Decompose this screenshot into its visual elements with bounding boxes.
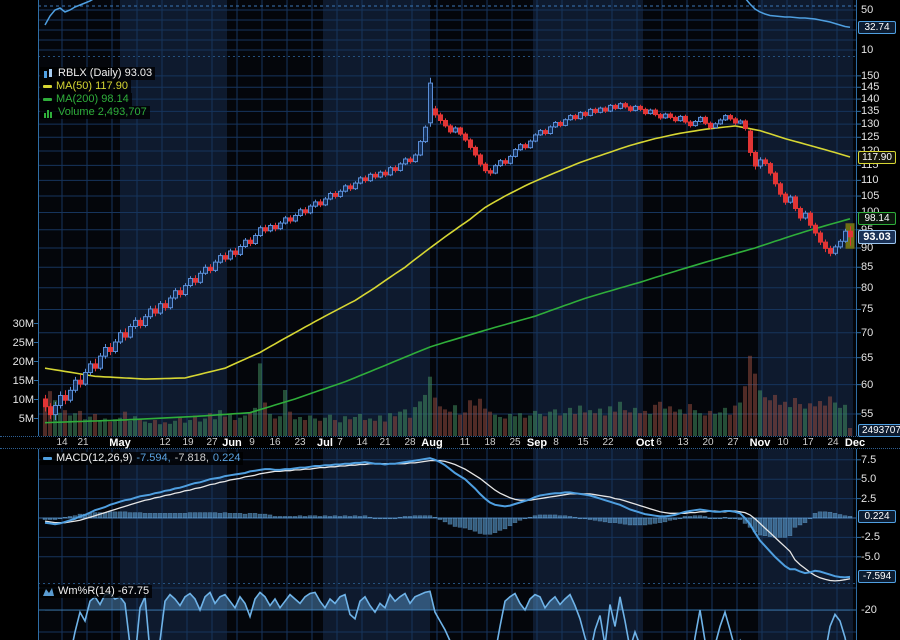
stockcharts-page: 150 145 140 135 130 125 120 115 110 105 100 95 90 85 8… [0,0,900,640]
chart-canvas[interactable] [0,0,900,640]
